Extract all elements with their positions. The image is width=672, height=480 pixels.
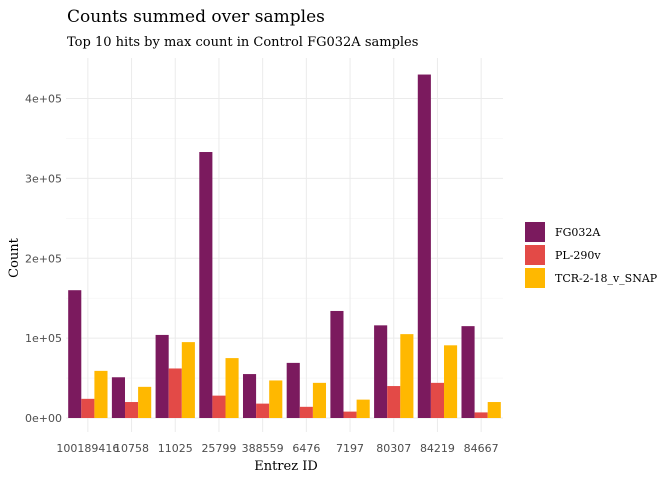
y-tick-label: 1e+05 — [25, 332, 62, 345]
bar-PL-290v-388559 — [256, 403, 270, 418]
legend-key-FG032A — [525, 222, 545, 242]
bars — [68, 74, 501, 419]
x-tick-label: 25799 — [201, 442, 236, 455]
bar-PL-290v-84219 — [430, 382, 445, 418]
x-tick-label: 84219 — [420, 442, 455, 455]
bar-FG032A-25799 — [199, 152, 213, 419]
bar-FG032A-84219 — [417, 74, 431, 418]
x-tick-label: 11025 — [158, 442, 193, 455]
x-tick-label: 80307 — [376, 442, 411, 455]
bar-TCR-2-18_v_SNAP-6476 — [312, 382, 327, 418]
x-tick-label: 84667 — [464, 442, 499, 455]
y-axis-title: Count — [7, 237, 22, 278]
bar-TCR-2-18_v_SNAP-100189416 — [94, 370, 108, 418]
bar-FG032A-388559 — [242, 374, 257, 418]
bar-FG032A-100189416 — [68, 290, 82, 418]
legend-key-PL-290v — [525, 245, 545, 265]
legend-label: TCR-2-18_v_SNAP — [555, 272, 658, 285]
bar-FG032A-7197 — [330, 310, 344, 418]
bar-FG032A-6476 — [286, 362, 300, 418]
chart-title: Counts summed over samples — [67, 7, 325, 27]
bar-FG032A-10758 — [111, 377, 125, 418]
grid — [66, 58, 503, 432]
bar-PL-290v-84667 — [474, 412, 488, 418]
bar-PL-290v-11025 — [168, 368, 182, 418]
bar-TCR-2-18_v_SNAP-25799 — [225, 358, 239, 418]
bar-FG032A-11025 — [155, 334, 169, 418]
x-tick-label: 10758 — [114, 442, 149, 455]
bar-PL-290v-6476 — [299, 406, 313, 418]
bar-TCR-2-18_v_SNAP-7197 — [356, 399, 370, 418]
y-tick-label: 0e+00 — [25, 412, 62, 425]
y-tick-label: 3e+05 — [25, 172, 62, 185]
bar-TCR-2-18_v_SNAP-80307 — [400, 334, 414, 418]
bar-TCR-2-18_v_SNAP-11025 — [181, 342, 195, 418]
bar-PL-290v-10758 — [124, 402, 139, 418]
bar-PL-290v-80307 — [387, 386, 401, 418]
y-tick-label: 4e+05 — [25, 93, 62, 106]
x-tick-label: 388559 — [242, 442, 284, 455]
y-axis-ticks: 0e+00 1e+05 2e+05 3e+05 4e+05 — [25, 93, 62, 426]
bar-PL-290v-25799 — [212, 395, 226, 418]
bar-TCR-2-18_v_SNAP-10758 — [138, 386, 152, 418]
legend-label: PL-290v — [555, 249, 601, 262]
bar-TCR-2-18_v_SNAP-84219 — [444, 345, 458, 418]
chart-subtitle: Top 10 hits by max count in Control FG03… — [67, 35, 418, 50]
x-tick-label: 6476 — [292, 442, 320, 455]
bar-PL-290v-7197 — [343, 411, 357, 418]
x-tick-label: 7197 — [336, 442, 364, 455]
legend: FG032A PL-290v TCR-2-18_v_SNAP — [525, 222, 658, 288]
legend-key-TCR-2-18_v_SNAP — [525, 268, 545, 288]
bar-TCR-2-18_v_SNAP-84667 — [487, 402, 501, 418]
bar-PL-290v-100189416 — [81, 398, 95, 418]
x-tick-label: 100189416 — [56, 442, 119, 455]
bar-TCR-2-18_v_SNAP-388559 — [269, 380, 283, 418]
bar-FG032A-84667 — [461, 326, 475, 418]
legend-label: FG032A — [555, 226, 601, 239]
bar-FG032A-80307 — [374, 325, 388, 418]
y-tick-label: 2e+05 — [25, 252, 62, 265]
x-axis-title: Entrez ID — [254, 459, 318, 474]
